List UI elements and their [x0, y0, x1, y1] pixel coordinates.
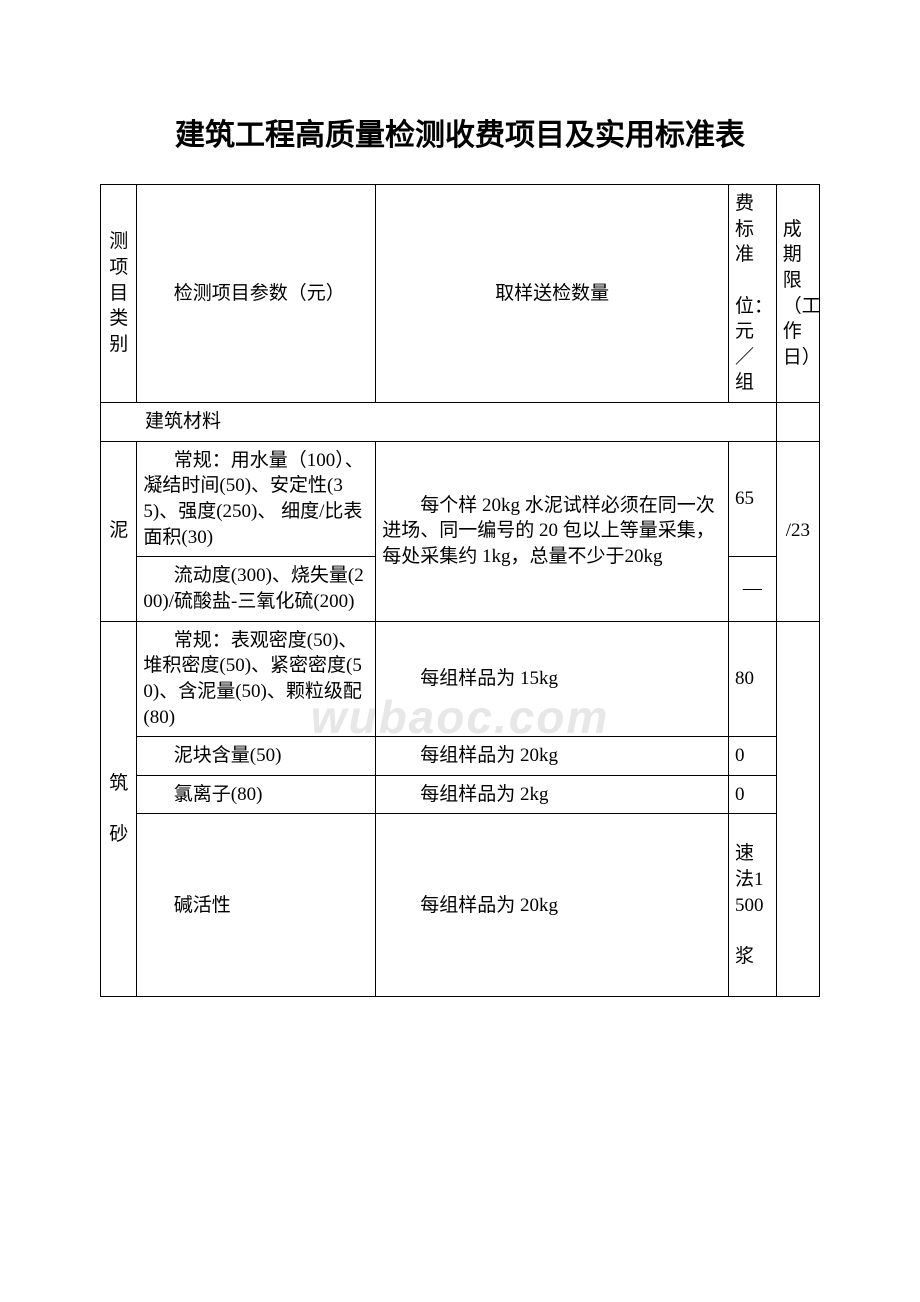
- sand-fee-4: 速法1500 浆: [728, 814, 776, 997]
- page-title: 建筑工程高质量检测收费项目及实用标准表: [100, 110, 820, 154]
- section-materials-days: [776, 403, 819, 442]
- table-header-row: 测项目类别 检测项目参数（元） 取样送检数量 费标准 位：元／组 成期限（工作日…: [101, 185, 820, 403]
- sand-param-1: 常规：表观密度(50)、堆积密度(50)、紧密密度(50)、含泥量(50)、颗粒…: [137, 621, 376, 737]
- sand-param-3: 氯离子(80): [137, 775, 376, 814]
- row-sand-4: 碱活性 每组样品为 20kg 速法1500 浆: [101, 814, 820, 997]
- sand-fee-3: 0: [728, 775, 776, 814]
- header-fee: 费标准 位：元／组: [728, 185, 776, 403]
- cement-qty: 每个样 20kg 水泥试样必须在同一次进场、同一编号的 20 包以上等量采集，每…: [376, 441, 729, 621]
- header-qty: 取样送检数量: [376, 185, 729, 403]
- sand-param-4: 碱活性: [137, 814, 376, 997]
- section-row-materials: 建筑材料: [101, 403, 820, 442]
- cement-category: 泥: [101, 441, 137, 621]
- row-sand-1: 筑 砂 常规：表观密度(50)、堆积密度(50)、紧密密度(50)、含泥量(50…: [101, 621, 820, 737]
- cement-fee-2: —: [728, 557, 776, 621]
- sand-qty-4: 每组样品为 20kg: [376, 814, 729, 997]
- sand-fee-1: 80: [728, 621, 776, 737]
- sand-qty-2: 每组样品为 20kg: [376, 737, 729, 776]
- sand-qty-3: 每组样品为 2kg: [376, 775, 729, 814]
- sand-param-2: 泥块含量(50): [137, 737, 376, 776]
- cement-param-2: 流动度(300)、烧失量(200)/硫酸盐-三氧化硫(200): [137, 557, 376, 621]
- cement-fee-1: 65: [728, 441, 776, 557]
- header-param: 检测项目参数（元）: [137, 185, 376, 403]
- cement-days: /23: [776, 441, 819, 621]
- section-materials-label: 建筑材料: [101, 403, 777, 442]
- cement-param-1: 常规：用水量（100）、凝结时间(50)、安定性(35)、强度(250)、 细度…: [137, 441, 376, 557]
- header-days: 成期限（工作日）: [776, 185, 819, 403]
- row-sand-2: 泥块含量(50) 每组样品为 20kg 0: [101, 737, 820, 776]
- sand-days: [776, 621, 819, 997]
- row-cement-1: 泥 常规：用水量（100）、凝结时间(50)、安定性(35)、强度(250)、 …: [101, 441, 820, 557]
- sand-fee-2: 0: [728, 737, 776, 776]
- pricing-table: 测项目类别 检测项目参数（元） 取样送检数量 费标准 位：元／组 成期限（工作日…: [100, 184, 820, 997]
- sand-qty-1: 每组样品为 15kg: [376, 621, 729, 737]
- row-sand-3: 氯离子(80) 每组样品为 2kg 0: [101, 775, 820, 814]
- header-category: 测项目类别: [101, 185, 137, 403]
- sand-category: 筑 砂: [101, 621, 137, 997]
